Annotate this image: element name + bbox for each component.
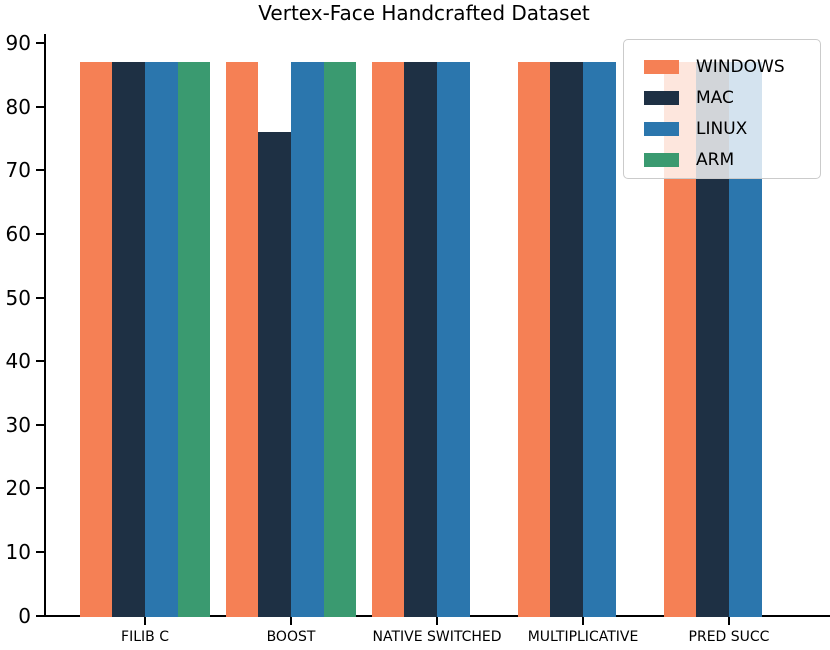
y-tick-label-0: 0 [18, 603, 31, 628]
y-axis-spine [44, 34, 46, 617]
y-tick-label-40: 40 [5, 349, 31, 374]
y-tick-mark [36, 423, 44, 426]
x-tick-mark [436, 617, 438, 625]
x-tick-mark [582, 617, 584, 625]
x-tick-label-filib-c: FILIB C [121, 629, 169, 645]
bar-windows-multiplicative [517, 62, 551, 617]
legend-item-windows: WINDOWS [624, 52, 820, 82]
bar-linux-filib-c [145, 62, 178, 617]
legend-item-arm: ARM [624, 145, 820, 175]
x-tick-label-boost: BOOST [266, 629, 316, 645]
legend-item-linux: LINUX [624, 114, 820, 144]
legend-swatch-mac [644, 91, 679, 105]
y-tick-label-10: 10 [5, 539, 31, 564]
x-tick-label-native-switched: NATIVE SWITCHED [372, 629, 502, 645]
y-tick-label-70: 70 [5, 158, 31, 183]
y-tick-label-20: 20 [5, 476, 31, 501]
bar-mac-filib-c [112, 62, 145, 617]
legend-swatch-linux [644, 122, 679, 136]
legend-label-linux: LINUX [696, 118, 748, 139]
x-tick-label-multiplicative: MULTIPLICATIVE [527, 629, 639, 645]
y-tick-label-50: 50 [5, 285, 31, 310]
bar-mac-multiplicative [550, 62, 583, 617]
y-tick-label-80: 80 [5, 94, 31, 119]
y-tick-mark [36, 42, 44, 45]
legend-swatch-windows [644, 60, 679, 74]
bar-linux-native-switched [437, 62, 470, 617]
bar-linux-multiplicative [583, 62, 616, 617]
y-tick-mark [36, 550, 44, 553]
bar-windows-boost [225, 62, 259, 617]
bar-arm-filib-c [177, 62, 211, 617]
y-tick-mark [36, 105, 44, 108]
y-tick-label-30: 30 [5, 412, 31, 437]
x-tick-mark [290, 617, 292, 625]
legend-swatch-arm [644, 153, 679, 167]
bar-mac-boost [258, 132, 291, 617]
chart-title: Vertex-Face Handcrafted Dataset [258, 1, 590, 25]
y-tick-label-90: 90 [5, 31, 31, 56]
legend: WINDOWS MAC LINUX ARM [623, 39, 821, 179]
x-tick-label-pred-succ: PRED SUCC [688, 629, 770, 645]
bar-windows-filib-c [79, 62, 113, 617]
x-tick-mark [728, 617, 730, 625]
y-tick-mark [36, 487, 44, 490]
bar-linux-boost [291, 62, 324, 617]
legend-label-arm: ARM [696, 149, 735, 170]
y-tick-mark [36, 614, 44, 617]
y-tick-label-60: 60 [5, 221, 31, 246]
legend-label-windows: WINDOWS [696, 56, 785, 77]
y-tick-mark [36, 169, 44, 172]
legend-label-mac: MAC [696, 87, 734, 108]
y-tick-mark [36, 360, 44, 363]
legend-item-mac: MAC [624, 83, 820, 113]
bar-mac-native-switched [404, 62, 437, 617]
x-tick-mark [144, 617, 146, 625]
y-tick-mark [36, 296, 44, 299]
bar-windows-native-switched [371, 62, 405, 617]
bar-arm-boost [323, 62, 357, 617]
y-tick-mark [36, 232, 44, 235]
